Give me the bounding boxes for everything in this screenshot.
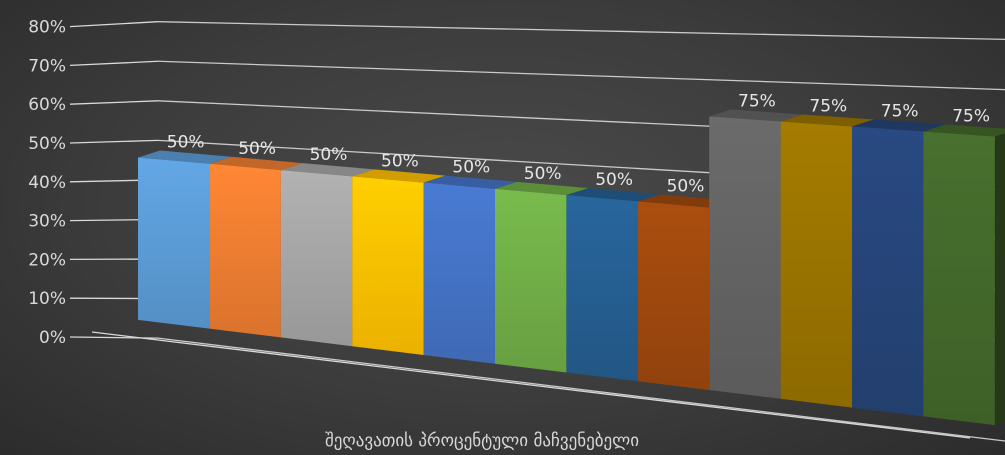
bar-top-face [780, 114, 874, 127]
bar-front-face [709, 116, 781, 399]
y-tick-label: 30% [28, 212, 66, 232]
bar-front-face [923, 131, 995, 426]
y-tick-label: 70% [28, 56, 66, 76]
bar-top-face [923, 124, 1005, 137]
bar-front-face [780, 121, 852, 408]
data-label: 75% [881, 101, 919, 121]
y-tick-label: 50% [28, 134, 66, 154]
gridline-left-6 [69, 100, 159, 105]
bar-front-face [352, 176, 424, 355]
bar-top-face [566, 188, 660, 202]
bar-top-face [280, 163, 375, 177]
bar-top-face [209, 156, 303, 171]
bar-top-face [709, 109, 803, 122]
floor-edge [91, 331, 971, 439]
bar-front-face [423, 182, 495, 364]
y-tick-label: 40% [28, 173, 66, 193]
bar-front-face [852, 126, 924, 417]
data-label: 50% [452, 158, 490, 178]
bar-front-face [280, 170, 353, 347]
x-axis-label: შეღავათის პროცენტული მაჩვენებელი [325, 431, 639, 451]
gridline-7 [157, 60, 1005, 91]
data-label: 50% [524, 164, 562, 184]
data-label: 50% [595, 170, 633, 190]
gridline-left-7 [69, 60, 159, 67]
bar-top-face [352, 169, 446, 183]
bar-12 [923, 124, 1005, 426]
bar-top-face [138, 150, 232, 164]
gridline-left-8 [69, 21, 159, 28]
bar-top-face [423, 175, 517, 189]
y-axis-tick-labels: 0% 10% 20% 30% 40% 50% 60% 70% 80% [28, 18, 66, 348]
y-tick-label: 20% [28, 250, 66, 270]
bar-top-face [852, 119, 946, 132]
bar-front-face [566, 195, 638, 382]
y-tick-label: 10% [28, 289, 66, 309]
bar-top-face [637, 194, 732, 208]
chart-data-labels: 50% 50% 50% 50% 50% 50% 50% 50% 75% 75% 75% 75% [167, 91, 990, 196]
y-tick-label: 60% [28, 95, 66, 115]
gridline-left-5 [69, 139, 159, 144]
data-label: 75% [738, 91, 776, 111]
data-label: 50% [310, 145, 348, 165]
y-tick-label: 80% [28, 18, 66, 38]
data-label: 50% [238, 139, 276, 159]
bar-top-face [495, 181, 589, 196]
y-tick-label: 0% [39, 328, 66, 348]
data-label: 50% [167, 133, 205, 153]
bar-front-face [209, 163, 281, 338]
gridline-8 [157, 21, 1005, 41]
bar-front-face [637, 201, 710, 391]
data-label: 50% [667, 176, 705, 196]
data-label: 75% [952, 106, 990, 126]
bar-front-face [495, 188, 567, 373]
data-label: 50% [381, 151, 419, 171]
data-label: 75% [809, 96, 847, 116]
bar-side-face [994, 133, 1005, 426]
bar-front-face [138, 157, 210, 329]
chart-bars [138, 109, 1005, 426]
gridline-0 [157, 337, 1005, 442]
